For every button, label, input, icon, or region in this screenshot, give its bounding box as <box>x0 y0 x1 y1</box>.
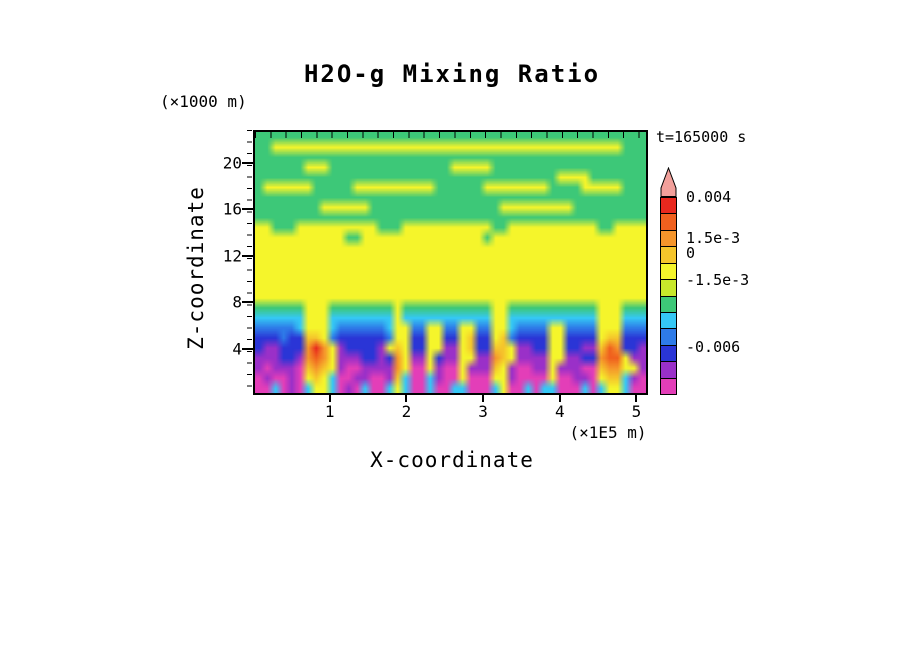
y-tick-label: 8 <box>232 292 242 312</box>
left-minor-ticks <box>247 130 252 395</box>
x-axis-unit-label: (×1E5 m) <box>569 423 647 442</box>
y-tick-label: 12 <box>222 246 242 266</box>
colorbar-segment <box>661 279 676 296</box>
y-axis-unit-label: (×1000 m) <box>160 92 247 111</box>
x-axis-label: X-coordinate <box>370 448 534 472</box>
colorbar-label: -1.5e-3 <box>686 271 750 290</box>
colorbar-label: 0.004 <box>686 188 732 206</box>
colorbar-segment <box>661 361 676 378</box>
colorbar-label: 0 <box>686 244 696 263</box>
colorbar-segment <box>661 295 676 312</box>
y-tick-label: 20 <box>222 153 242 173</box>
colorbar-segment <box>661 262 676 280</box>
colorbar-segment <box>661 377 676 395</box>
colorbar <box>660 197 677 395</box>
colorbar-segment <box>661 246 676 263</box>
y-tick-label: 16 <box>222 199 242 219</box>
y-tick-mark <box>242 347 253 350</box>
colorbar-segment <box>661 344 676 362</box>
x-tick-label: 1 <box>324 402 335 421</box>
colorbar-segment <box>661 213 676 230</box>
x-tick-mark <box>328 395 331 402</box>
colorbar-segment <box>661 198 676 214</box>
x-tick-label: 2 <box>401 402 412 421</box>
colorbar-label: -0.006 <box>686 338 741 357</box>
y-tick-mark <box>242 208 253 211</box>
y-tick-mark <box>242 161 253 164</box>
chart-title: H2O-g Mixing Ratio <box>303 60 601 88</box>
plot-area <box>253 130 648 395</box>
heatmap-canvas <box>255 132 646 393</box>
colorbar-arrow <box>660 167 677 197</box>
time-label: t=165000 s <box>656 128 747 146</box>
colorbar-label: 1.5e-3 <box>686 228 741 247</box>
x-tick-label: 4 <box>554 402 565 421</box>
x-tick-mark <box>558 395 561 402</box>
x-tick-mark <box>405 395 408 402</box>
y-axis-label: Z-coordinate <box>184 186 208 350</box>
x-tick-label: 3 <box>478 402 488 421</box>
x-tick-mark <box>635 395 638 402</box>
y-tick-label: 4 <box>232 339 242 358</box>
colorbar-segment <box>661 229 676 247</box>
x-tick-label: 5 <box>631 402 642 421</box>
colorbar-segment <box>661 311 676 329</box>
y-tick-mark <box>242 254 253 257</box>
colorbar-arrow-shape <box>660 167 677 197</box>
y-tick-mark <box>242 301 253 304</box>
x-tick-mark <box>482 395 485 402</box>
colorbar-segment <box>661 328 676 345</box>
top-minor-ticks <box>255 132 646 138</box>
